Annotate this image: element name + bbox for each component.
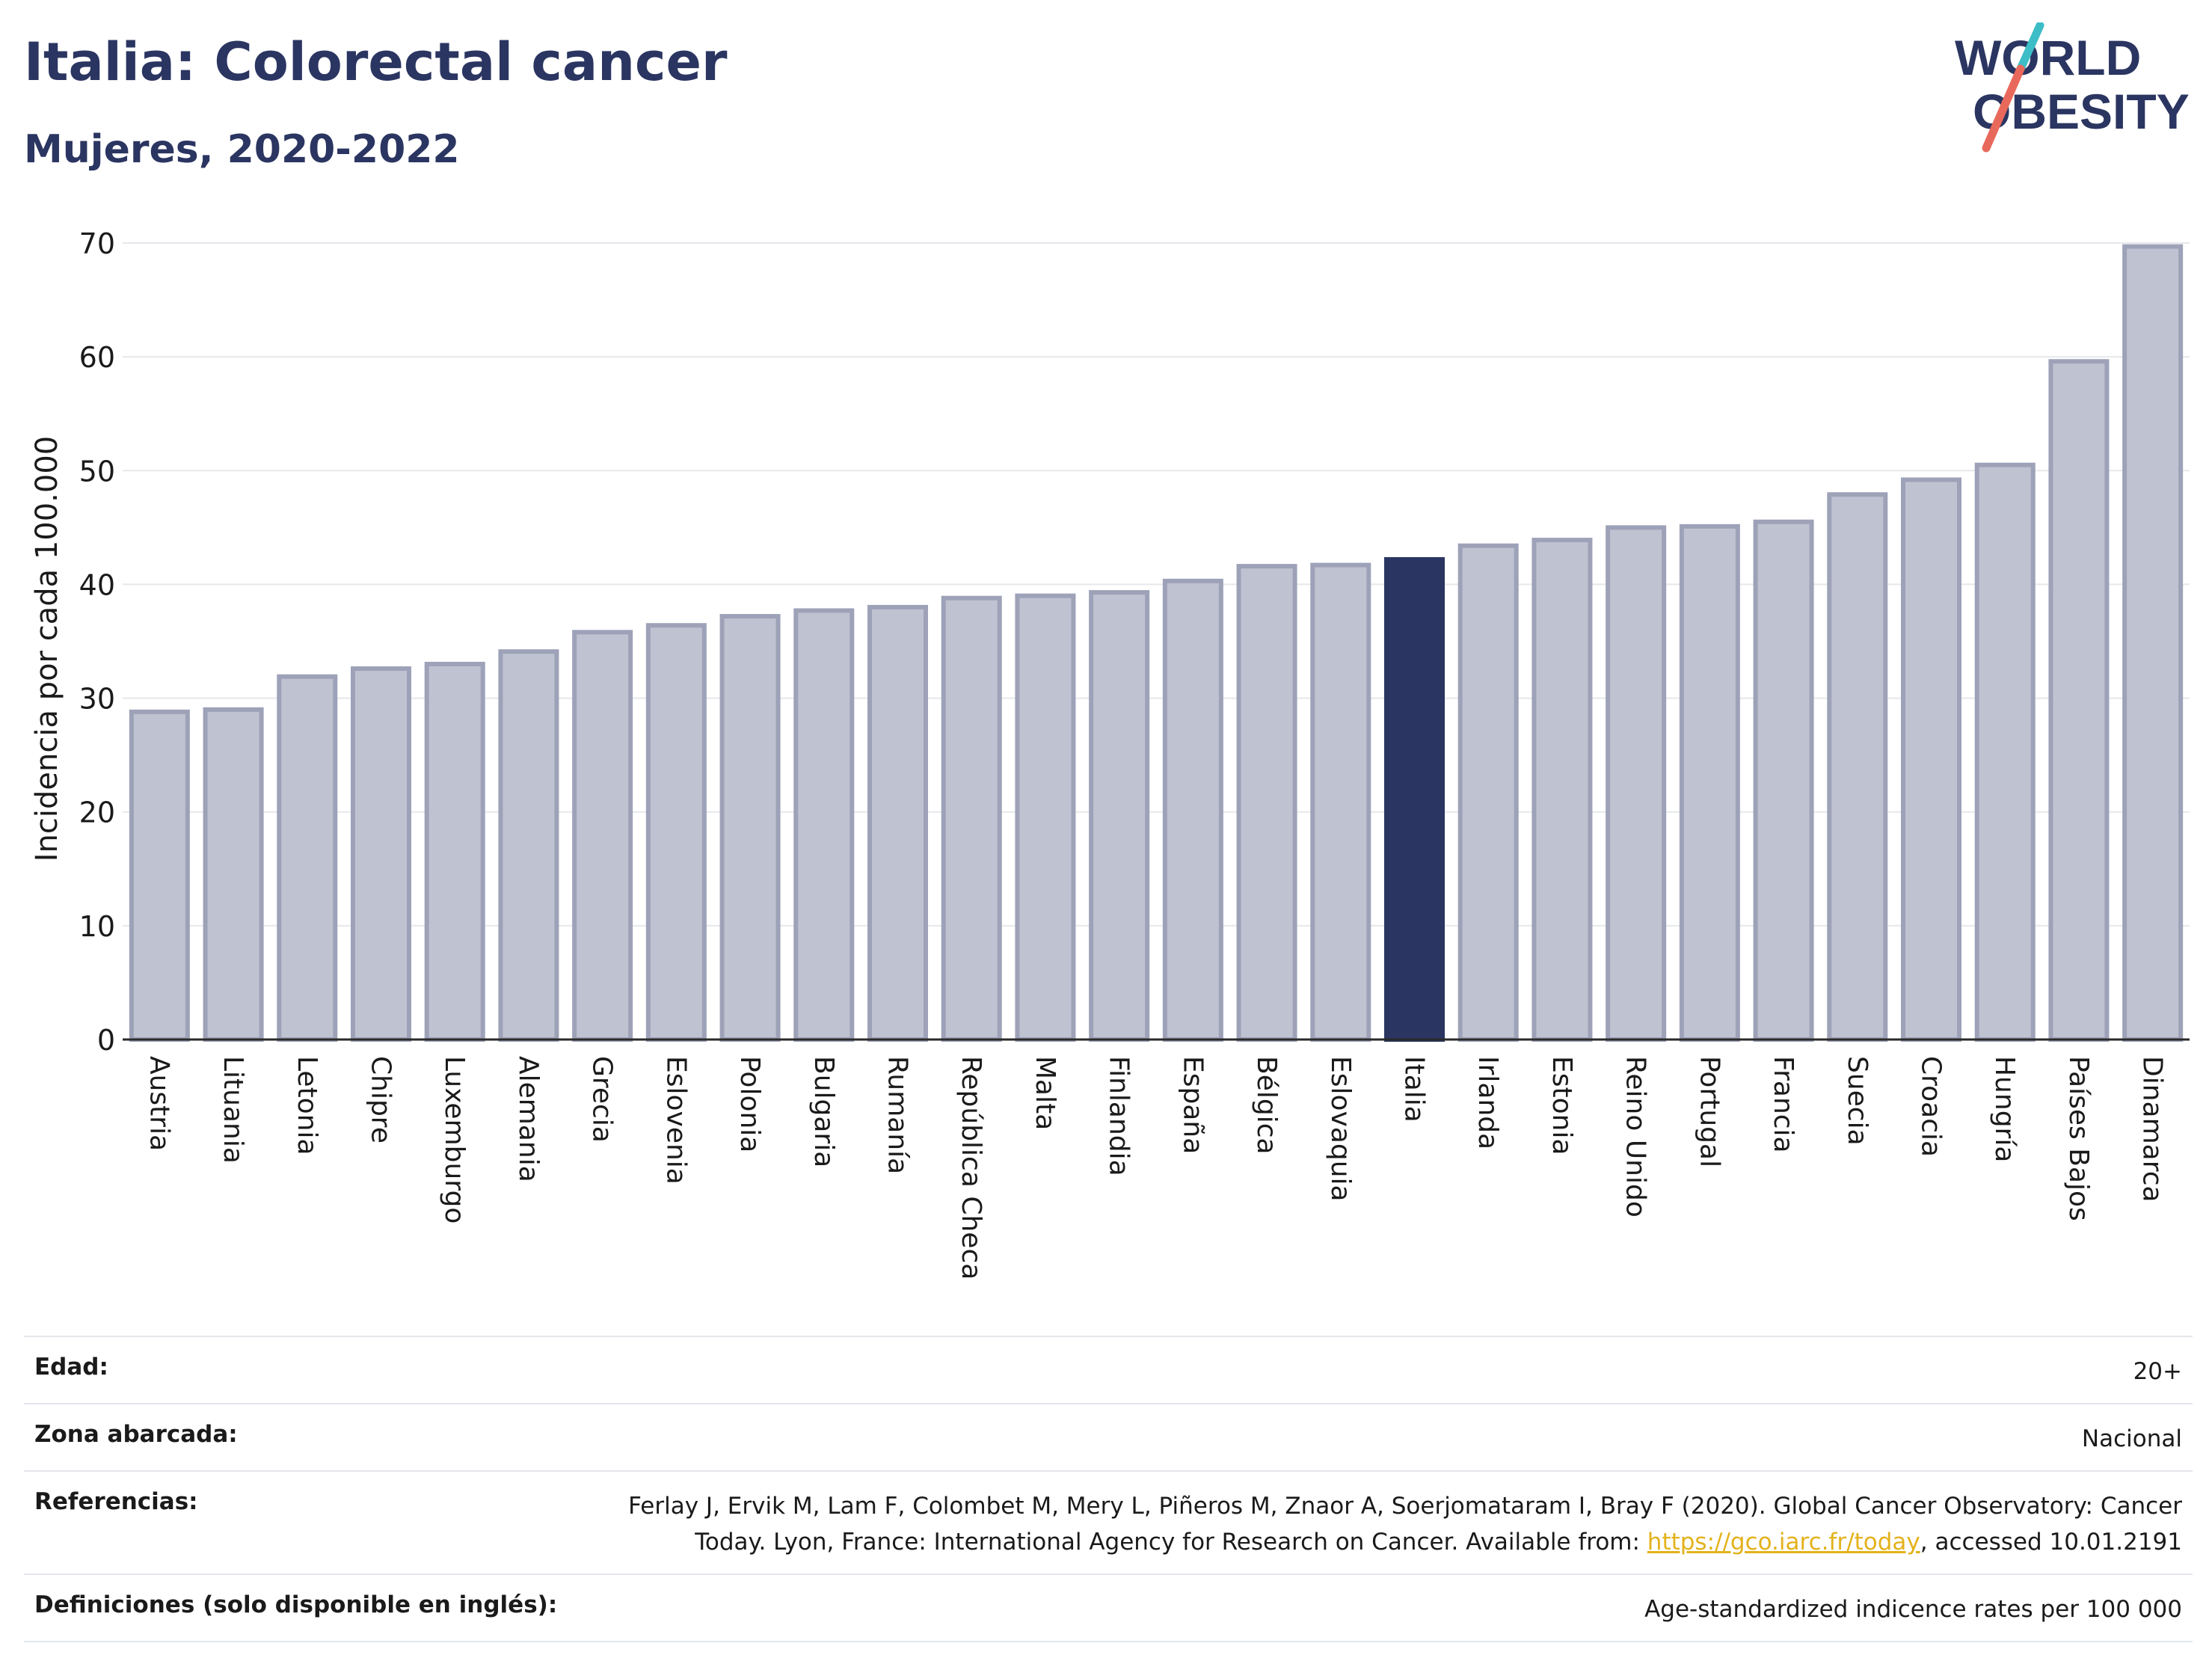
y-tick-label: 40 — [79, 568, 115, 601]
x-tick-label: Dinamarca — [2137, 1056, 2168, 1203]
bar-eslovenia — [645, 623, 707, 1042]
bar-francia — [1753, 519, 1814, 1042]
x-tick-label: Chipre — [366, 1056, 396, 1143]
bar-austria — [129, 709, 190, 1042]
bar-grecia — [572, 630, 633, 1042]
x-tick-label: Polonia — [734, 1056, 765, 1152]
chart-subtitle: Mujeres, 2020-2022 — [24, 127, 460, 172]
axes: 0 10 20 30 40 50 60 70 Austria Lituania Letonia Chi… — [79, 227, 2190, 1280]
x-tick-label: Alemania — [513, 1056, 544, 1182]
bar-países-bajos — [2048, 359, 2110, 1042]
x-tick-label: España — [1177, 1056, 1208, 1154]
logo-slash-bottom — [1982, 64, 2025, 153]
x-tick-label: Reino Unido — [1620, 1056, 1651, 1218]
definiciones-label: Definiciones (solo disponible en inglés)… — [34, 1591, 558, 1619]
y-tick-label: 30 — [79, 683, 115, 716]
x-tick-label: Austria — [144, 1056, 174, 1151]
y-tick-label: 10 — [79, 910, 115, 943]
y-tick-label: 70 — [79, 227, 115, 260]
x-tick-label: Malta — [1030, 1056, 1060, 1130]
referencias-link[interactable]: https://gco.iarc.fr/today — [1647, 1529, 1920, 1556]
x-tick-label: Italia — [1399, 1056, 1430, 1123]
edad-label: Edad: — [34, 1354, 108, 1381]
bar-italia — [1383, 556, 1446, 1042]
referencias-text-2: , accessed 10.01.2191 — [1920, 1529, 2182, 1556]
bar-bélgica — [1236, 564, 1297, 1042]
x-tick-label: Países Bajos — [2063, 1056, 2094, 1221]
bar-dinamarca — [2122, 244, 2184, 1042]
y-tick-label: 20 — [79, 796, 115, 829]
x-tick-label: Bélgica — [1251, 1056, 1282, 1155]
x-tick-label: Irlanda — [1472, 1056, 1503, 1149]
bar-letonia — [277, 674, 338, 1043]
x-tick-label: Bulgaria — [808, 1056, 839, 1167]
info-row-edad: Edad: 20+ — [24, 1336, 2193, 1403]
bar-portugal — [1679, 523, 1740, 1042]
edad-value: 20+ — [2133, 1358, 2182, 1385]
bar-finlandia — [1089, 590, 1150, 1042]
bar-república-checa — [941, 595, 1002, 1042]
x-tick-label: Eslovenia — [660, 1056, 691, 1185]
x-tick-label: Grecia — [587, 1056, 618, 1143]
bar-hungría — [1974, 462, 2036, 1042]
bar-croacia — [1900, 477, 1962, 1042]
logo-slash-top — [2016, 22, 2044, 73]
x-tick-label: Francia — [1768, 1056, 1798, 1153]
bars — [129, 244, 2184, 1043]
info-table: Edad: 20+ Zona abarcada: Nacional Refere… — [24, 1336, 2193, 1643]
info-row-zona: Zona abarcada: Nacional — [24, 1403, 2193, 1470]
logo-word-world: WORLD — [1955, 30, 2141, 85]
x-tick-label: Luxemburgo — [439, 1056, 470, 1223]
bar-malta — [1015, 593, 1076, 1042]
bar-reino-unido — [1606, 525, 1667, 1042]
y-tick-label: 50 — [79, 455, 115, 488]
world-obesity-logo: WORLD OBESITY — [1955, 22, 2190, 153]
x-tick-label: Lituania — [218, 1056, 248, 1164]
bar-lituania — [203, 707, 264, 1042]
bar-rumanía — [867, 604, 929, 1042]
x-tick-label: Suecia — [1842, 1056, 1872, 1146]
bar-chipre — [350, 666, 412, 1042]
bar-chart: 0 10 20 30 40 50 60 70 Austria Lituania Letonia Chi… — [30, 227, 2190, 1280]
bar-suecia — [1827, 492, 1888, 1042]
x-tick-label: Eslovaquia — [1325, 1056, 1356, 1202]
bar-irlanda — [1457, 543, 1519, 1042]
bar-bulgaria — [793, 608, 855, 1042]
x-tick-label: Croacia — [1916, 1056, 1947, 1157]
zona-value: Nacional — [2081, 1425, 2182, 1453]
bar-estonia — [1531, 538, 1593, 1042]
bar-alemania — [498, 649, 559, 1042]
y-tick-label: 0 — [97, 1024, 115, 1057]
referencias-text-1: Ferlay J, Ervik M, Lam F, Colombet M, Me… — [628, 1493, 2182, 1556]
referencias-label: Referencias: — [34, 1488, 198, 1516]
x-tick-label: Finlandia — [1104, 1056, 1134, 1176]
definiciones-value: Age-standardized indicence rates per 100… — [1644, 1596, 2182, 1624]
zona-label: Zona abarcada: — [34, 1421, 238, 1449]
bar-españa — [1162, 578, 1223, 1042]
y-axis-label: Incidencia por cada 100.000 — [30, 436, 64, 862]
x-tick-label: Letonia — [292, 1056, 322, 1155]
info-row-definiciones: Definiciones (solo disponible en inglés)… — [24, 1573, 2193, 1643]
x-tick-label: Estonia — [1546, 1056, 1577, 1155]
chart-title: Italia: Colorectal cancer — [24, 31, 728, 93]
bar-eslovaquia — [1310, 562, 1371, 1042]
y-tick-label: 60 — [79, 341, 115, 374]
x-tick-label: República Checa — [956, 1056, 986, 1280]
x-tick-label: Hungría — [1989, 1056, 2020, 1162]
referencias-value: Ferlay J, Ervik M, Lam F, Colombet M, Me… — [574, 1488, 2182, 1560]
bar-polonia — [719, 614, 781, 1042]
x-tick-label: Rumanía — [882, 1056, 913, 1174]
bar-luxemburgo — [424, 661, 485, 1043]
x-tick-label: Portugal — [1694, 1056, 1724, 1167]
info-row-referencias: Referencias: Ferlay J, Ervik M, Lam F, C… — [24, 1470, 2193, 1573]
